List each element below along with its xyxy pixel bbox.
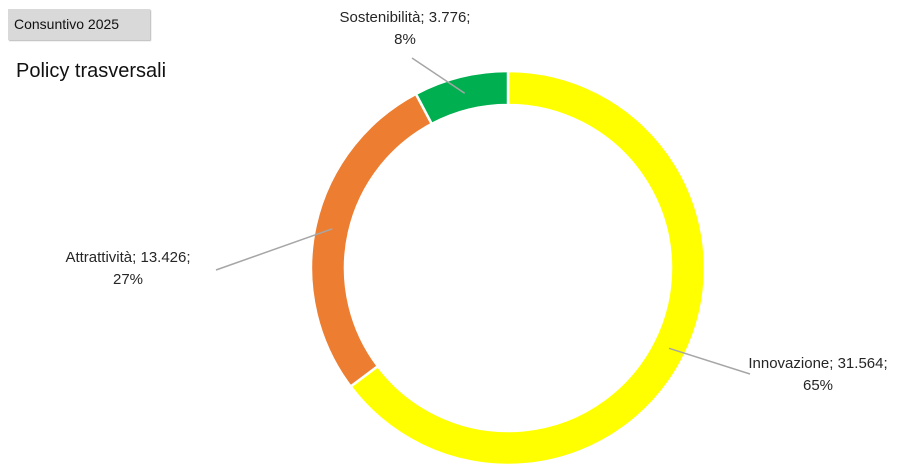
data-labels: Innovazione; 31.564; 65% Attrattività; 13.…	[65, 9, 887, 394]
leader-lines	[215, 57, 751, 375]
slice-innovazione	[348, 69, 707, 465]
percent-label-attrattivita: 27%	[113, 271, 143, 288]
leader-line-sostenibilita	[411, 57, 466, 94]
data-label-attrattivita: Attrattività; 13.426;	[65, 249, 190, 266]
percent-label-innovazione: 65%	[803, 377, 833, 394]
data-label-innovazione: Innovazione; 31.564;	[748, 355, 887, 372]
percent-label-sostenibilita: 8%	[394, 31, 416, 48]
data-label-sostenibilita: Sostenibilità; 3.776;	[340, 9, 471, 26]
donut-slices	[309, 69, 707, 465]
leader-line-attrattivita	[215, 228, 333, 271]
period-badge: Consuntivo 2025	[8, 9, 150, 40]
slice-attrattivita	[309, 92, 434, 389]
leader-line-innovazione	[668, 347, 751, 375]
chart-title: Policy trasversali	[16, 60, 167, 82]
slice-sostenibilita	[414, 69, 510, 126]
